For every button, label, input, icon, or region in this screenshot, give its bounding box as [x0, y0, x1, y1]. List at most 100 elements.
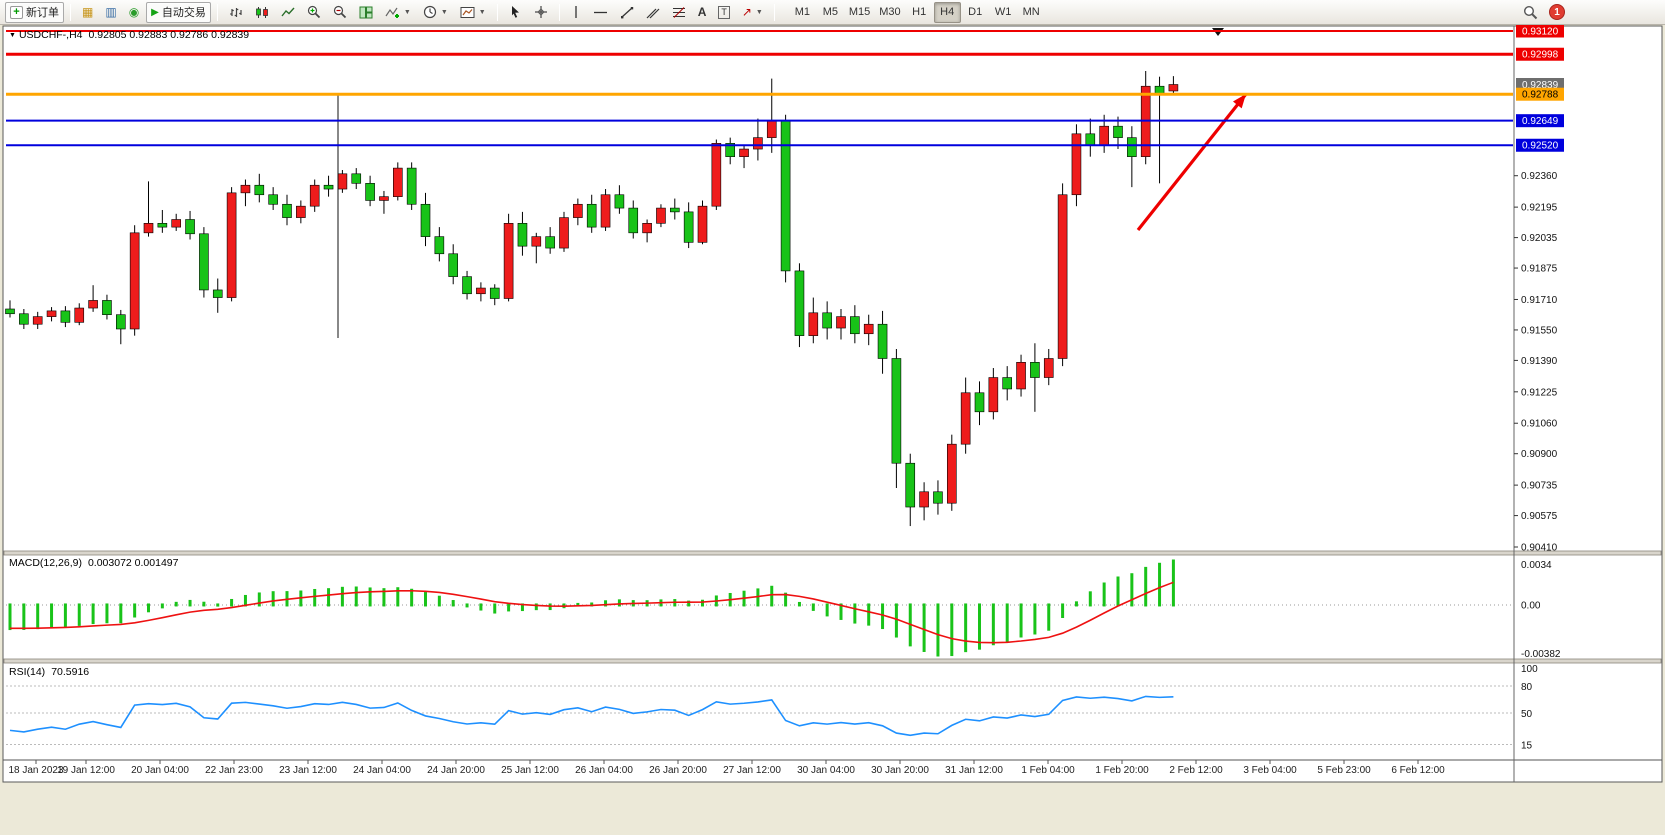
price-levels — [6, 30, 1513, 147]
price-tag: 0.92520 — [1516, 138, 1564, 152]
timeframe-m1[interactable]: M1 — [789, 2, 816, 23]
svg-text:15: 15 — [1521, 741, 1533, 752]
text-icon: A — [697, 4, 707, 19]
candles — [5, 70, 1179, 527]
timeframe-d1[interactable]: D1 — [962, 2, 989, 23]
svg-text:19 Jan 12:00: 19 Jan 12:00 — [57, 765, 115, 776]
svg-text:24 Jan 04:00: 24 Jan 04:00 — [353, 765, 411, 776]
cursor-icon — [511, 6, 519, 18]
data-window-icon: ▥ — [105, 4, 117, 19]
svg-text:31 Jan 12:00: 31 Jan 12:00 — [945, 765, 1003, 776]
templates-dropdown[interactable]: ▼ — [455, 2, 491, 23]
svg-text:30 Jan 04:00: 30 Jan 04:00 — [797, 765, 855, 776]
svg-text:25 Jan 12:00: 25 Jan 12:00 — [501, 765, 559, 776]
template-icon — [460, 6, 475, 18]
channel-icon — [646, 8, 660, 18]
auto-trading-button[interactable]: ▶ 自动交易 — [146, 1, 211, 23]
svg-text:0.90900: 0.90900 — [1521, 449, 1558, 460]
chevron-down-icon: ▼ — [440, 8, 448, 16]
timeframe-m30[interactable]: M30 — [875, 2, 904, 23]
zoom-in-icon — [307, 5, 321, 19]
svg-text:5 Feb 23:00: 5 Feb 23:00 — [1317, 765, 1371, 776]
indicators-dropdown[interactable]: ▼ — [380, 2, 416, 23]
svg-text:0.91875: 0.91875 — [1521, 264, 1558, 275]
svg-text:26 Jan 04:00: 26 Jan 04:00 — [575, 765, 633, 776]
panel-separators — [3, 550, 1662, 664]
svg-text:0.91225: 0.91225 — [1521, 387, 1558, 398]
indicators-icon — [385, 7, 399, 18]
toolbar-separator — [70, 3, 71, 21]
toolbar-separator — [496, 3, 498, 21]
text-tool[interactable]: A — [693, 2, 712, 23]
search-button[interactable] — [1518, 2, 1543, 23]
line-chart-icon — [281, 7, 295, 16]
fibonacci-icon — [672, 6, 685, 18]
svg-text:-0.00382: -0.00382 — [1521, 649, 1561, 660]
candlestick-icon — [255, 6, 268, 18]
fibonacci-tool[interactable] — [667, 2, 691, 23]
channel-tool[interactable] — [641, 2, 665, 23]
vertical-line-tool[interactable] — [566, 2, 586, 23]
price-tag: 0.92788 — [1516, 87, 1564, 101]
arrows-dropdown[interactable]: ↗ ▼ — [737, 2, 768, 23]
navigator-button[interactable]: ◉ — [124, 2, 144, 23]
tile-windows-button[interactable] — [354, 2, 378, 23]
bar-chart-mode-button[interactable] — [224, 2, 248, 23]
svg-text:26 Jan 20:00: 26 Jan 20:00 — [649, 765, 707, 776]
svg-text:0.00: 0.00 — [1521, 600, 1541, 611]
svg-text:80: 80 — [1521, 682, 1533, 693]
market-watch-icon: ▦ — [82, 4, 94, 19]
svg-text:0.92195: 0.92195 — [1521, 203, 1558, 214]
text-label-tool[interactable]: T — [713, 2, 735, 23]
timeframe-mn[interactable]: MN — [1018, 2, 1045, 23]
svg-text:1 Feb 20:00: 1 Feb 20:00 — [1095, 765, 1149, 776]
timeframe-h1[interactable]: H1 — [906, 2, 933, 23]
market-watch-button[interactable]: ▦ — [77, 2, 98, 23]
price-tag: 0.92649 — [1516, 114, 1564, 128]
timeframe-m15[interactable]: M15 — [845, 2, 874, 23]
horizontal-line-icon — [593, 11, 607, 13]
svg-text:27 Jan 12:00: 27 Jan 12:00 — [723, 765, 781, 776]
svg-text:0.92520: 0.92520 — [1522, 141, 1559, 152]
price-scale: 0.92360 0.92195 0.92035 0.91875 0.91710 0.915… — [1513, 26, 1558, 782]
svg-text:0.93120: 0.93120 — [1522, 27, 1559, 38]
svg-text:1 Feb 04:00: 1 Feb 04:00 — [1021, 765, 1075, 776]
svg-text:0.92839: 0.92839 — [1522, 80, 1559, 91]
svg-text:30 Jan 20:00: 30 Jan 20:00 — [871, 765, 929, 776]
main-toolbar: + 新订单 ▦ ▥ ◉ ▶ 自动交易 ▼ ▼ ▼ — [0, 0, 1665, 25]
svg-text:23 Jan 12:00: 23 Jan 12:00 — [279, 765, 337, 776]
svg-text:0.91060: 0.91060 — [1521, 419, 1558, 430]
horizontal-line-tool[interactable] — [588, 2, 613, 23]
svg-text:0.91550: 0.91550 — [1521, 325, 1558, 336]
zoom-out-button[interactable] — [328, 2, 352, 23]
timeframe-group: M1 M5 M15 M30 H1 H4 D1 W1 MN — [789, 1, 1045, 23]
svg-text:0.90575: 0.90575 — [1521, 511, 1558, 522]
chevron-down-icon: ▼ — [478, 8, 486, 16]
toolbar-right-group: 1 — [1518, 2, 1565, 23]
toolbar-separator — [216, 3, 218, 21]
cursor-tool-button[interactable] — [504, 2, 527, 23]
periods-dropdown[interactable]: ▼ — [418, 2, 453, 23]
price-tag: 0.92998 — [1516, 47, 1564, 61]
chevron-down-icon: ▼ — [755, 8, 763, 16]
line-chart-mode-button[interactable] — [276, 2, 300, 23]
data-window-button[interactable]: ▥ — [100, 2, 121, 23]
svg-text:0.90735: 0.90735 — [1521, 481, 1558, 492]
timeframe-m5[interactable]: M5 — [817, 2, 844, 23]
new-order-button[interactable]: + 新订单 — [5, 1, 64, 23]
svg-text:0.92998: 0.92998 — [1522, 50, 1559, 61]
candlestick-mode-button[interactable] — [250, 2, 274, 23]
search-icon — [1523, 5, 1538, 19]
zoom-in-button[interactable] — [302, 2, 326, 23]
notification-badge[interactable]: 1 — [1549, 4, 1565, 20]
timeframe-h4[interactable]: H4 — [933, 1, 961, 23]
svg-text:0.91390: 0.91390 — [1521, 356, 1558, 367]
crosshair-tool-button[interactable] — [529, 2, 553, 23]
svg-text:100: 100 — [1521, 664, 1538, 675]
chart-window-frame — [2, 25, 1663, 783]
svg-text:18 Jan 2023: 18 Jan 2023 — [8, 765, 63, 776]
timeframe-w1[interactable]: W1 — [990, 2, 1017, 23]
trendline-tool[interactable] — [615, 2, 639, 23]
